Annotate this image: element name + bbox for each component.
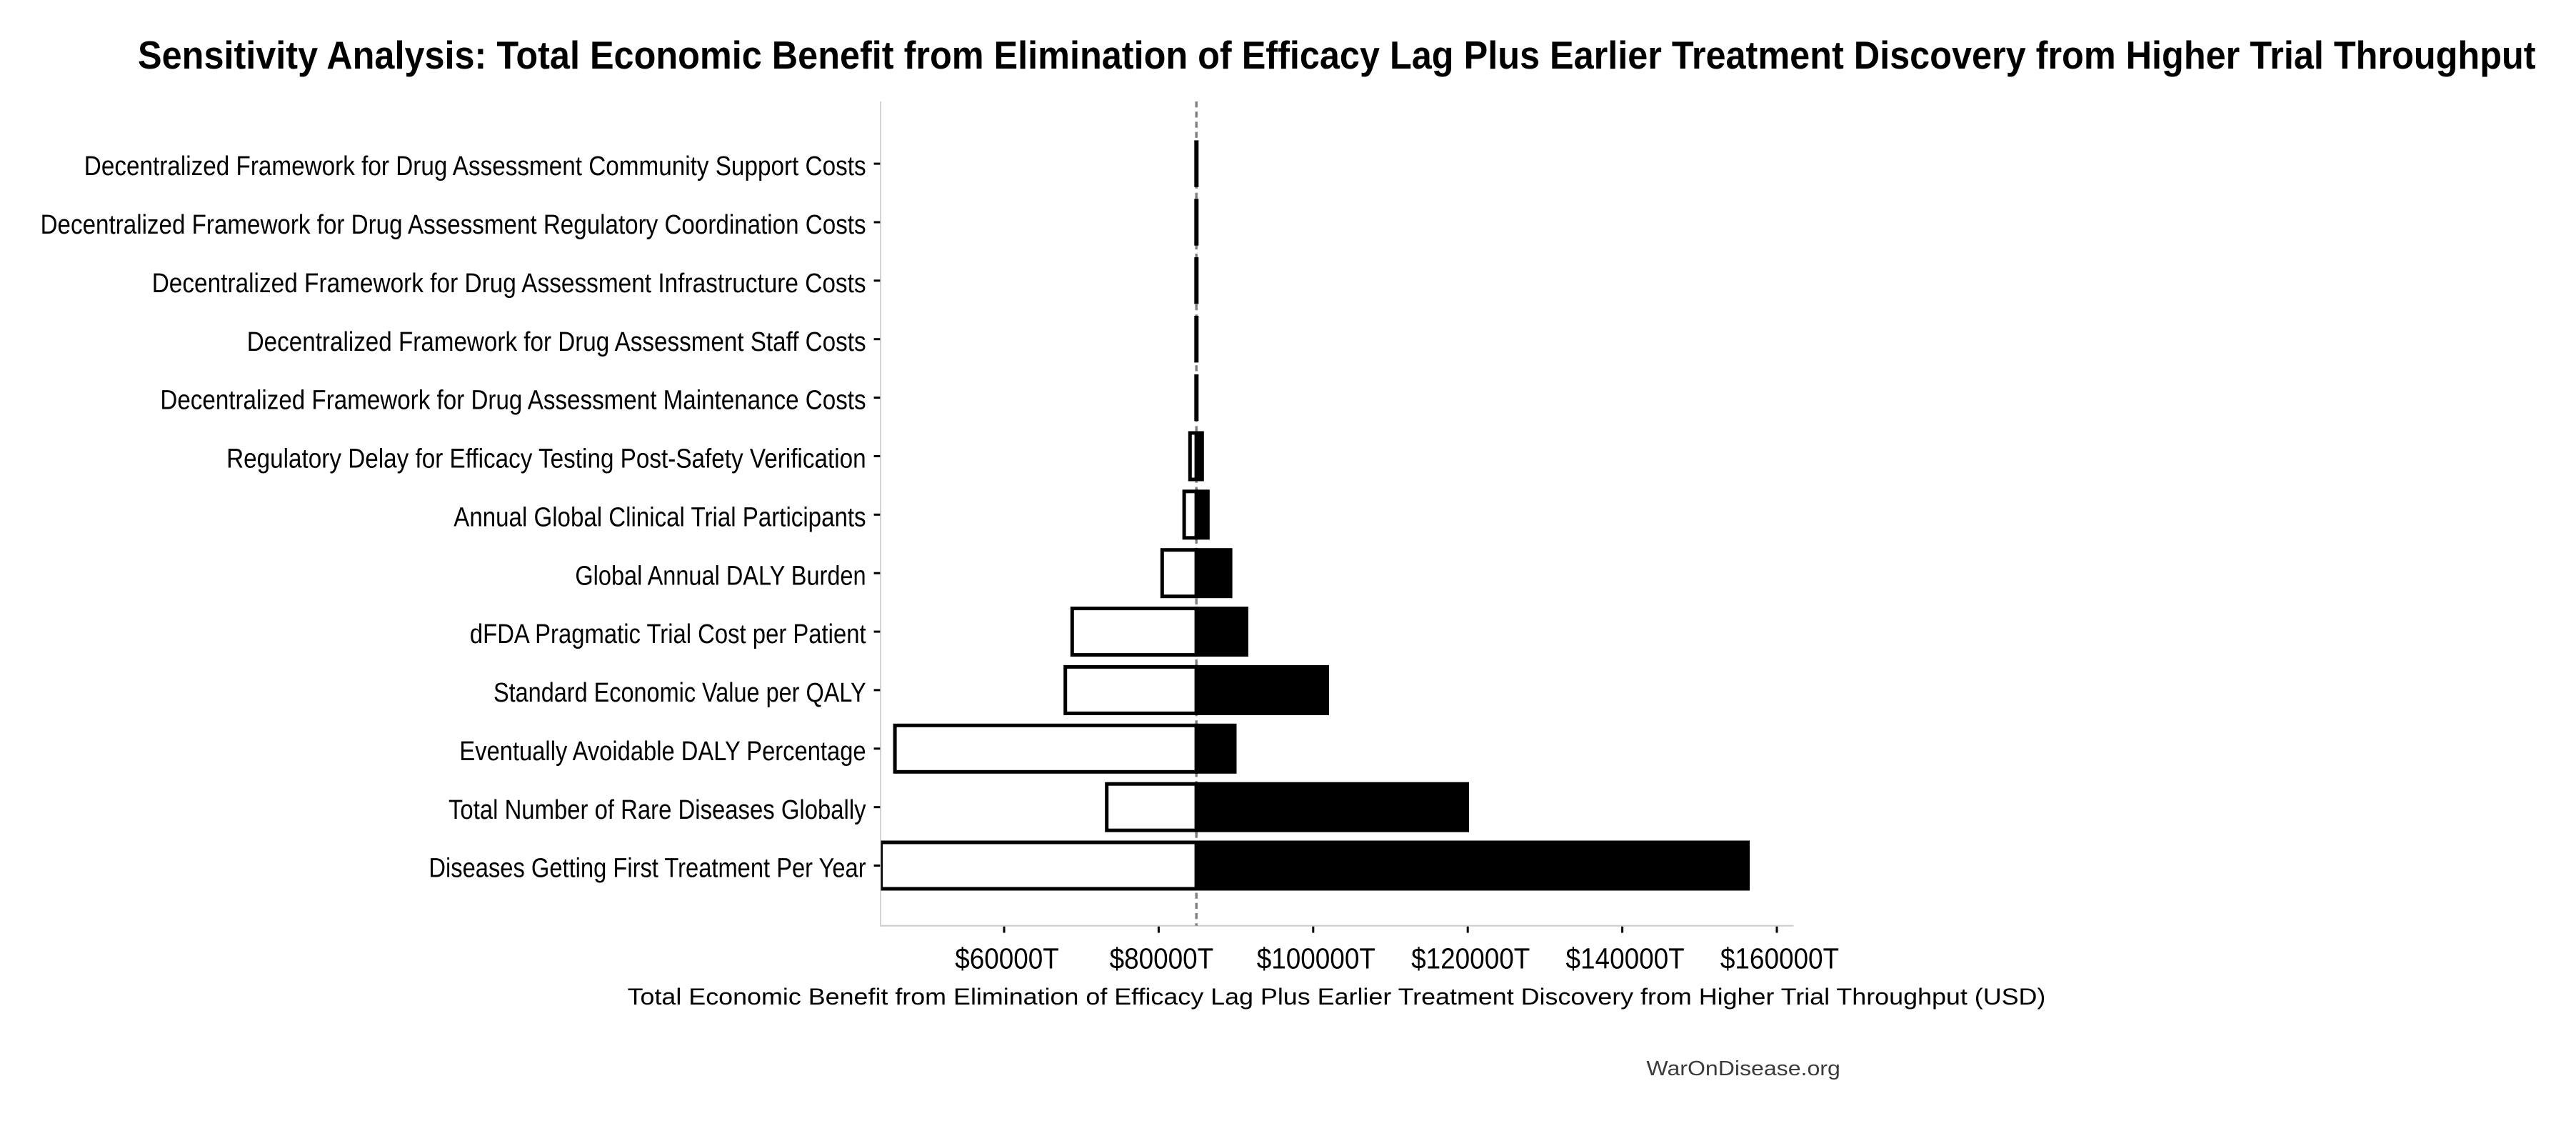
svg-text:WarOnDisease.org: WarOnDisease.org <box>1646 1057 1840 1080</box>
svg-text:Regulatory Delay for Efficacy: Regulatory Delay for Efficacy Testing Po… <box>226 444 866 474</box>
svg-text:$120000T: $120000T <box>1411 942 1530 975</box>
svg-text:Decentralized Framework for Dr: Decentralized Framework for Drug Assessm… <box>41 210 866 240</box>
svg-text:Sensitivity Analysis: Total Ec: Sensitivity Analysis: Total Economic Ben… <box>138 33 2536 77</box>
svg-text:Total Economic Benefit from El: Total Economic Benefit from Elimination … <box>628 984 2046 1010</box>
svg-text:Diseases Getting First Treatme: Diseases Getting First Treatment Per Yea… <box>429 854 866 884</box>
svg-text:Decentralized Framework for Dr: Decentralized Framework for Drug Assessm… <box>247 327 866 357</box>
svg-text:$160000T: $160000T <box>1720 942 1839 975</box>
svg-text:Annual Global Clinical Trial P: Annual Global Clinical Trial Participant… <box>453 502 866 532</box>
svg-text:$80000T: $80000T <box>1110 942 1214 975</box>
svg-text:Total Number of Rare Diseases: Total Number of Rare Diseases Globally <box>448 795 866 825</box>
svg-text:Decentralized Framework for Dr: Decentralized Framework for Drug Assessm… <box>160 386 866 416</box>
svg-text:$140000T: $140000T <box>1566 942 1685 975</box>
svg-text:Decentralized Framework for Dr: Decentralized Framework for Drug Assessm… <box>152 269 866 299</box>
svg-text:$60000T: $60000T <box>955 942 1059 975</box>
svg-text:Decentralized Framework for Dr: Decentralized Framework for Drug Assessm… <box>84 151 866 181</box>
svg-text:Standard Economic Value per QA: Standard Economic Value per QALY <box>493 678 866 708</box>
svg-text:Eventually Avoidable DALY Perc: Eventually Avoidable DALY Percentage <box>459 737 866 767</box>
svg-text:$100000T: $100000T <box>1257 942 1375 975</box>
svg-text:dFDA Pragmatic Trial Cost per: dFDA Pragmatic Trial Cost per Patient <box>470 619 866 649</box>
svg-text:Global Annual DALY Burden: Global Annual DALY Burden <box>575 561 866 591</box>
